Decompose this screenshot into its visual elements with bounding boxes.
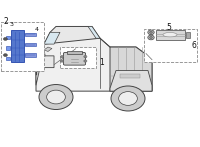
Polygon shape (110, 71, 152, 91)
Circle shape (148, 35, 154, 40)
Text: 2: 2 (4, 17, 8, 26)
Circle shape (84, 60, 87, 62)
Polygon shape (36, 38, 152, 91)
Bar (25, 33, 36, 36)
Bar (144, 29, 197, 62)
Polygon shape (67, 51, 82, 54)
FancyBboxPatch shape (63, 52, 86, 65)
Polygon shape (44, 26, 100, 44)
Text: 6: 6 (191, 41, 196, 50)
Bar (11, 30, 24, 62)
Circle shape (84, 55, 87, 58)
Polygon shape (44, 47, 52, 51)
Circle shape (119, 92, 137, 105)
Bar (6, 36, 10, 39)
Polygon shape (110, 47, 152, 91)
Bar (36, 62, 40, 71)
Bar (60, 47, 96, 68)
Polygon shape (36, 56, 54, 85)
Circle shape (150, 36, 152, 39)
Bar (6, 46, 10, 50)
Text: 4: 4 (35, 27, 39, 32)
Circle shape (60, 60, 64, 62)
Circle shape (148, 30, 154, 35)
Bar (186, 32, 190, 38)
Circle shape (60, 55, 64, 58)
Circle shape (150, 31, 152, 33)
Bar (25, 53, 36, 57)
Bar (120, 74, 140, 78)
Ellipse shape (163, 32, 177, 37)
Circle shape (47, 90, 65, 104)
Circle shape (3, 37, 7, 40)
Text: 5: 5 (167, 23, 171, 32)
Circle shape (3, 54, 7, 57)
Bar (1, 22, 44, 71)
Circle shape (111, 86, 145, 111)
Bar (6, 57, 10, 60)
Circle shape (39, 85, 73, 110)
Polygon shape (88, 26, 100, 38)
Bar (156, 30, 185, 40)
Text: 1: 1 (99, 58, 104, 67)
Polygon shape (44, 32, 60, 44)
Text: 3: 3 (10, 22, 14, 27)
Bar (25, 43, 36, 46)
